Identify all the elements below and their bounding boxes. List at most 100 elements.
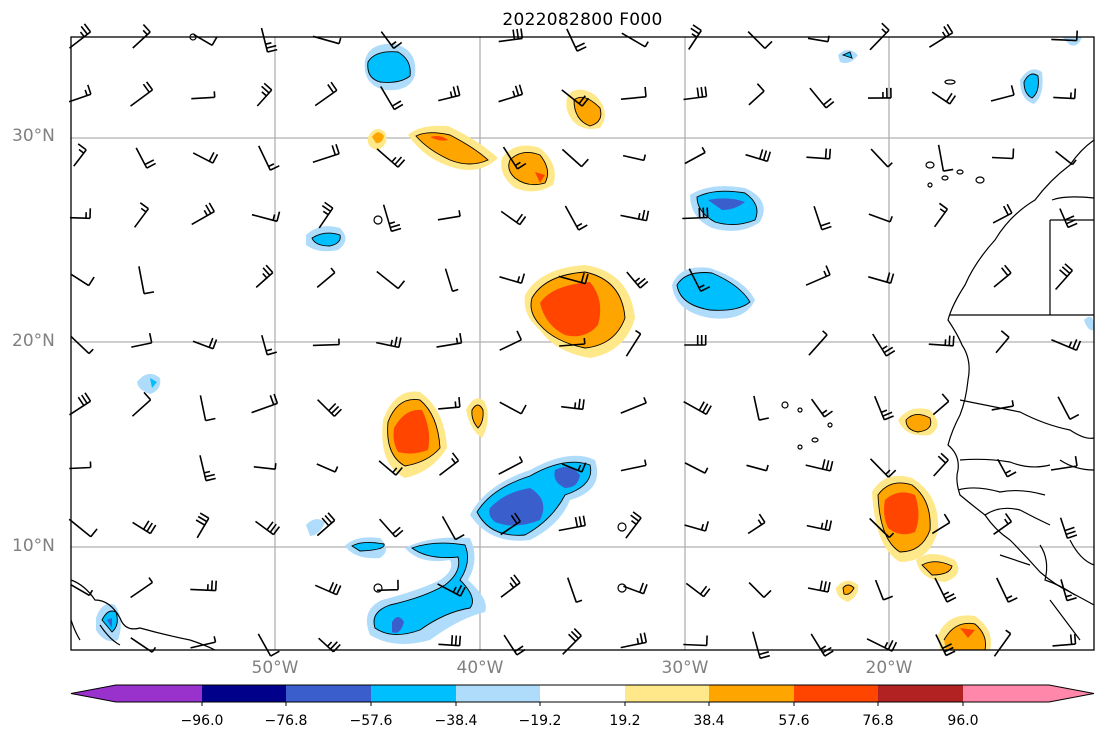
colorbar-segment [456, 685, 540, 702]
colorbar-tick-label: 57.6 [778, 713, 810, 729]
wind-barb [438, 397, 461, 410]
wind-barb [870, 148, 893, 168]
wind-barb [993, 264, 1012, 288]
wind-barb [135, 147, 156, 169]
lat-label-10n: 10°N [12, 536, 55, 556]
wind-barb [745, 149, 772, 163]
wind-barb [683, 401, 712, 415]
wind-barb [682, 207, 709, 220]
wind-barb [620, 632, 648, 649]
wind-barb [805, 459, 834, 472]
wind-barb [869, 22, 890, 51]
wind-barb [747, 31, 773, 49]
wind-barb [1060, 579, 1077, 602]
wind-barb [502, 146, 527, 170]
wind-barb [132, 24, 151, 49]
wind-barb [866, 638, 898, 652]
wind-barb [69, 392, 92, 416]
wind-barb [70, 273, 95, 287]
wind-barb [69, 208, 92, 220]
wind-barb [625, 511, 642, 539]
wind-barb [1059, 208, 1078, 229]
wind-barb [625, 329, 642, 357]
lon-label-20w: 20°W [865, 658, 913, 678]
wind-barb [499, 330, 523, 351]
wind-barb [747, 513, 766, 535]
wind-barb [928, 23, 954, 48]
wind-barb [932, 393, 950, 416]
wind-barb [620, 459, 647, 472]
wind-barb [436, 332, 463, 348]
wind-barb [931, 91, 957, 105]
wind-barb [620, 86, 647, 100]
wind-barb [314, 81, 338, 107]
wind-barb [312, 338, 340, 347]
wind-barb [993, 629, 1012, 657]
wind-barb [561, 398, 585, 411]
wind-barb [868, 272, 895, 284]
wind-barb [376, 579, 399, 592]
wind-barb [622, 154, 647, 162]
wind-barb [806, 148, 832, 160]
wind-barb [190, 580, 217, 592]
wind-barb [935, 634, 956, 657]
wind-barb [559, 337, 586, 347]
colorbar-tick-label: 96.0 [947, 713, 979, 729]
colorbar-segment [878, 685, 963, 702]
wind-barb [192, 152, 219, 164]
wind-barb [69, 23, 92, 49]
wind-barb [255, 520, 281, 536]
wind-barb [130, 577, 154, 599]
wind-barb [873, 395, 894, 421]
wind-barb [558, 515, 586, 532]
wind-barb [499, 401, 527, 415]
wind-barb [566, 577, 583, 604]
wind-barb [256, 82, 273, 107]
wind-barb [753, 395, 769, 421]
wind-barb [933, 452, 949, 477]
lon-label-30w: 30°W [661, 658, 709, 678]
wind-barb [684, 335, 707, 346]
wind-barb [748, 582, 772, 598]
wind-barb [498, 28, 524, 43]
lat-label-30n: 30°N [12, 126, 55, 146]
colorbar-tick-label: −38.4 [434, 713, 478, 729]
wind-barb [1055, 263, 1073, 291]
wind-barb [561, 89, 590, 107]
wind-barb [683, 86, 708, 101]
wind-barb [874, 579, 893, 601]
wind-barb [376, 148, 406, 168]
wind-barb [498, 456, 524, 475]
wind-barb [688, 24, 702, 50]
colorbar-segment [371, 685, 456, 702]
wind-barb [69, 461, 92, 470]
wind-barb [620, 209, 650, 222]
wind-barb [807, 580, 831, 593]
wind-barb [255, 264, 274, 288]
lon-label-50w: 50°W [251, 658, 299, 678]
wind-barb [991, 148, 1015, 160]
wind-barb [996, 458, 1017, 478]
wind-barb [68, 518, 98, 538]
contour-lines [101, 51, 1039, 651]
colorbar-segment [202, 685, 286, 702]
wind-barb [809, 87, 835, 109]
wind-barb [68, 84, 92, 103]
wind-barb [806, 519, 833, 532]
wind-barb [193, 34, 218, 46]
wind-barb [498, 84, 524, 103]
wind-barb [684, 146, 706, 165]
wind-barb [995, 577, 1018, 603]
wind-barb [992, 203, 1013, 224]
colorbar-segment [963, 685, 1094, 702]
wind-barb [382, 204, 402, 233]
wind-barb [251, 211, 281, 223]
wind-barb [131, 391, 152, 417]
wind-barb [752, 631, 771, 660]
wind-barb [746, 464, 769, 472]
wind-barb [500, 512, 521, 536]
colorbar [70, 684, 1095, 706]
wind-barb [316, 512, 336, 537]
wind-barb [566, 28, 587, 52]
